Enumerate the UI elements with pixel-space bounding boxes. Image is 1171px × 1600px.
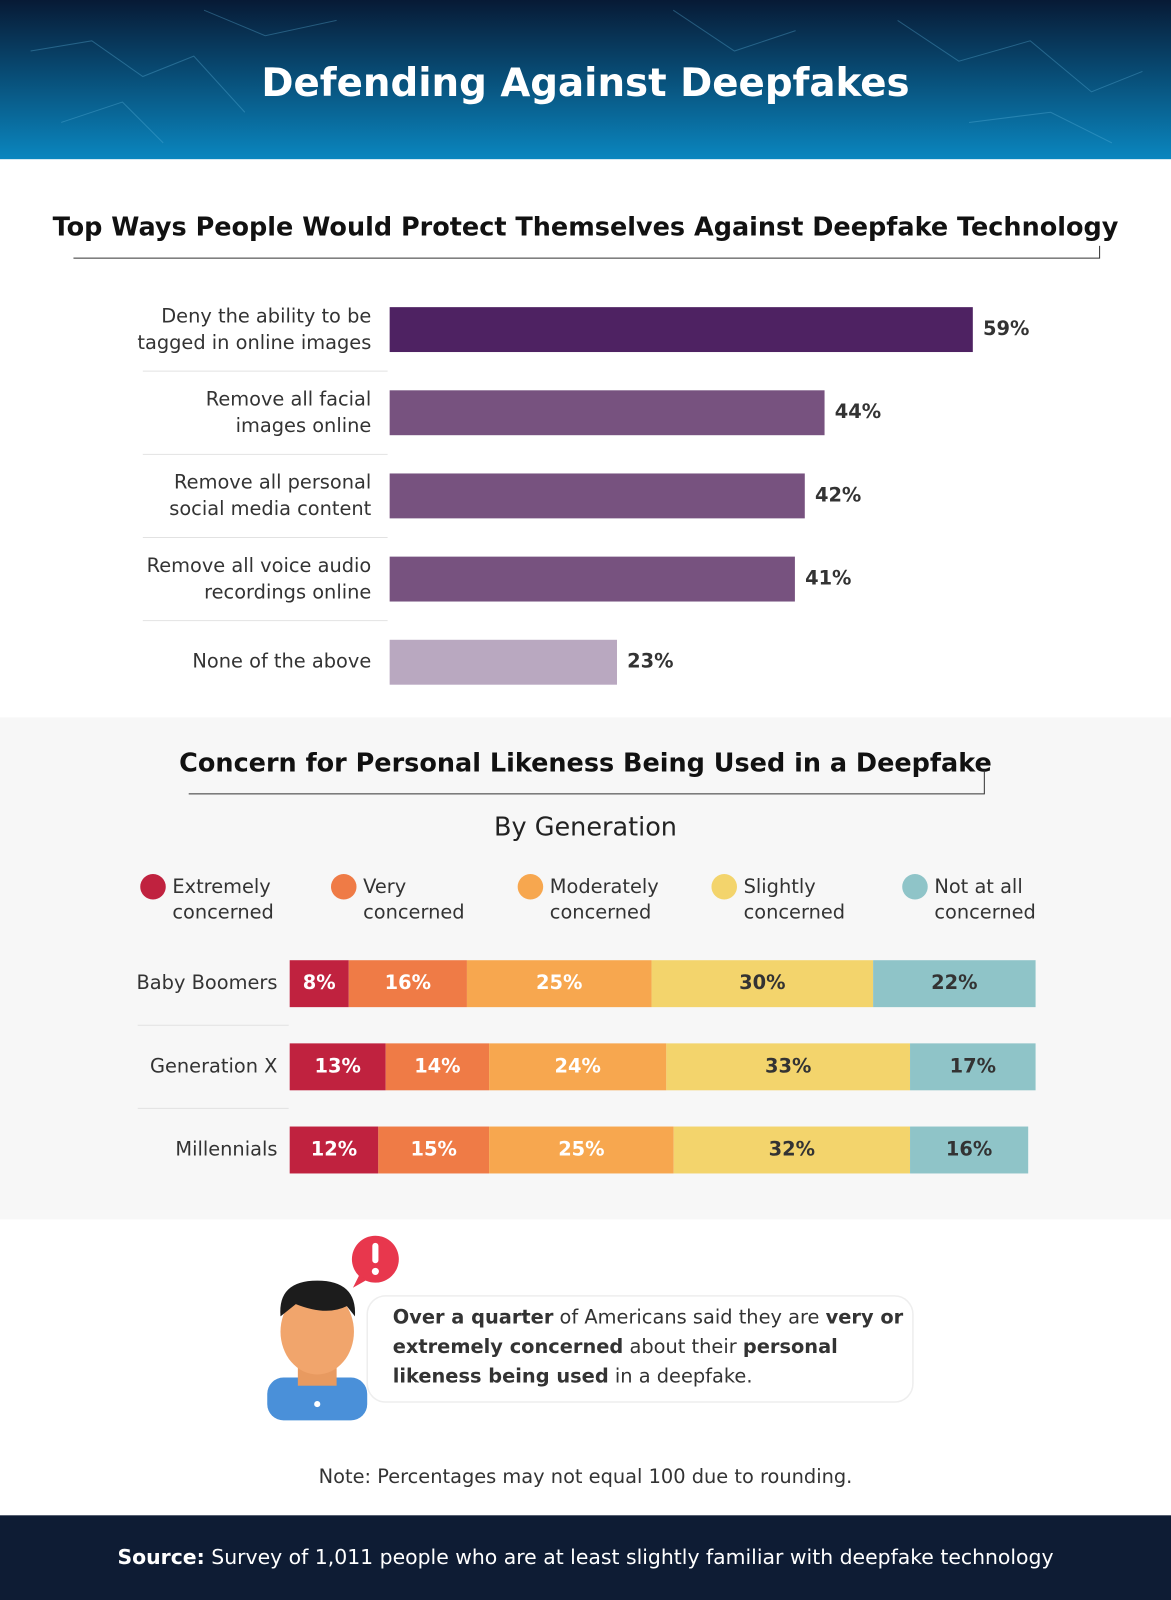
value-label: 16% (946, 1137, 992, 1160)
note: Note: Percentages may not equal 100 due … (319, 1465, 853, 1488)
bar-chart: Deny the ability to be tagged in online i… (137, 304, 1029, 685)
value-label: 33% (765, 1054, 811, 1077)
legend-label: Not at all concerned (934, 875, 1035, 924)
bar-segment (910, 1126, 1029, 1174)
legend-swatch (517, 873, 544, 900)
bar-segment (378, 1126, 490, 1174)
value-label: 42% (815, 483, 861, 506)
value-label: 22% (931, 971, 977, 994)
category-label: None of the above (192, 650, 371, 673)
bar-segment (910, 1043, 1036, 1091)
bar-segment (651, 960, 874, 1008)
callout-run: very or extremely concerned (392, 1306, 904, 1359)
bar-segment (489, 1043, 667, 1091)
callout-run: about their (623, 1335, 743, 1359)
legend-label: Very concerned (363, 875, 464, 924)
category-label: Deny the ability to be tagged in online i… (137, 304, 371, 354)
value-label: 16% (385, 971, 431, 994)
bar (389, 307, 973, 353)
bar-segment (348, 960, 467, 1008)
category-label: Baby Boomers (137, 971, 278, 994)
legend-swatch (711, 873, 737, 900)
title-underline (73, 245, 1101, 259)
category-label: Generation X (150, 1054, 278, 1077)
callout-run: personal likeness being used (392, 1335, 845, 1388)
source-label: Source: (117, 1545, 204, 1569)
bar-segment (289, 1043, 386, 1091)
value-label: 32% (769, 1137, 815, 1160)
value-label: 8% (303, 971, 336, 994)
callout-run: Over a quarter (392, 1306, 554, 1329)
legend-label: Slightly concerned (744, 875, 845, 924)
title-underline (188, 770, 985, 795)
legend-swatch (140, 873, 166, 900)
header-bg (0, 0, 1171, 160)
bar (389, 390, 825, 436)
category-label: Millennials (175, 1137, 277, 1160)
value-label: 41% (805, 567, 851, 590)
bar-segment (489, 1126, 674, 1174)
bar (389, 473, 805, 519)
bar (389, 556, 795, 602)
legend-swatch (331, 873, 357, 900)
chart-title: Concern for Personal Likeness Being Used… (179, 748, 992, 778)
bar (389, 639, 617, 685)
value-label: 17% (950, 1054, 996, 1077)
bar-segment (673, 1126, 911, 1174)
bar-segment (873, 960, 1036, 1008)
value-label: 25% (536, 971, 582, 994)
bar-segment (385, 1043, 490, 1091)
value-label: 23% (627, 650, 673, 673)
bar-segment (289, 960, 349, 1008)
bar-segment (466, 960, 652, 1008)
category-label: Remove all voice audio recordings online (147, 553, 372, 603)
chart-subtitle: By Generation (494, 813, 677, 843)
legend-label: Moderately concerned (550, 875, 659, 924)
callout-run: of Americans said they are (553, 1306, 826, 1329)
category-label: Remove all facial images online (206, 387, 372, 437)
bar-segment (289, 1126, 379, 1174)
callout-box (366, 1295, 914, 1403)
value-label: 44% (835, 400, 881, 423)
category-label: Remove all personal social media content (169, 470, 371, 520)
stacked-bar-chart: Extremely concerned Very concerned Moderatel… (137, 873, 1036, 1174)
bar-segment (666, 1043, 911, 1091)
value-label: 59% (983, 317, 1029, 340)
value-label: 13% (315, 1054, 361, 1077)
source-text: Survey of 1,011 people who are at least … (205, 1545, 1054, 1569)
value-label: 25% (558, 1137, 604, 1160)
value-label: 14% (414, 1054, 460, 1077)
chart-title: Top Ways People Would Protect Themselves… (53, 213, 1119, 243)
header-title: Defending Against Deepfakes (261, 61, 909, 106)
value-label: 30% (739, 971, 785, 994)
source: Source: Survey of 1,011 people who are a… (117, 1545, 1053, 1569)
value-label: 15% (411, 1137, 457, 1160)
value-label: 24% (555, 1054, 601, 1077)
callout-text: Over a quarter of Americans said they ar… (393, 1303, 908, 1392)
legend-swatch (902, 873, 928, 900)
value-label: 12% (311, 1137, 357, 1160)
legend-label: Extremely concerned (172, 875, 273, 924)
callout: Over a quarter of Americans said they ar… (393, 1303, 908, 1392)
constellation (30, 9, 1143, 144)
footer-bg (0, 1515, 1171, 1600)
callout-run: in a deepfake. (608, 1365, 753, 1388)
person-icon (267, 1235, 399, 1421)
